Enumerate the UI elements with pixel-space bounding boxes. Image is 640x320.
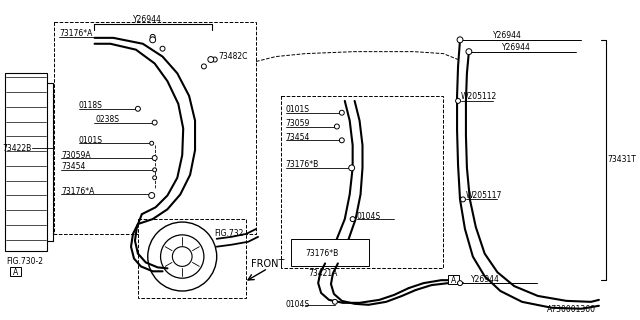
Text: Y26944: Y26944 xyxy=(493,31,522,40)
Text: Y26944: Y26944 xyxy=(471,275,500,284)
Text: 73454: 73454 xyxy=(61,162,86,172)
Bar xyxy=(281,96,444,268)
Text: W205112: W205112 xyxy=(461,92,497,101)
Text: FIG.732: FIG.732 xyxy=(215,229,244,238)
Text: FRONT: FRONT xyxy=(251,260,285,269)
Text: 73431T: 73431T xyxy=(608,156,637,164)
Circle shape xyxy=(208,57,214,62)
Text: 73176*B: 73176*B xyxy=(285,160,319,169)
Text: 0118S: 0118S xyxy=(79,101,102,110)
Circle shape xyxy=(202,64,206,69)
Circle shape xyxy=(461,197,465,202)
Circle shape xyxy=(458,281,463,285)
Circle shape xyxy=(456,99,461,103)
Circle shape xyxy=(150,35,155,39)
Circle shape xyxy=(152,156,157,161)
Text: 73422B: 73422B xyxy=(2,144,31,153)
Text: A730001360: A730001360 xyxy=(547,305,596,314)
Text: 73176*A: 73176*A xyxy=(59,29,92,38)
Circle shape xyxy=(152,120,157,125)
Text: 73176*A: 73176*A xyxy=(61,187,95,196)
Circle shape xyxy=(339,138,344,143)
Text: 73454: 73454 xyxy=(285,133,310,142)
Circle shape xyxy=(150,141,154,145)
Text: 73176*B: 73176*B xyxy=(305,249,339,258)
Circle shape xyxy=(148,193,155,198)
Circle shape xyxy=(349,165,355,171)
Bar xyxy=(291,239,369,266)
Circle shape xyxy=(339,110,344,115)
Bar xyxy=(138,219,246,298)
Text: 73059A: 73059A xyxy=(61,151,91,160)
Bar xyxy=(5,73,47,251)
Circle shape xyxy=(136,106,140,111)
Circle shape xyxy=(148,222,217,291)
Text: 0101S: 0101S xyxy=(285,105,310,114)
Circle shape xyxy=(160,46,165,51)
Circle shape xyxy=(153,176,157,180)
Circle shape xyxy=(350,217,355,221)
Circle shape xyxy=(212,57,217,62)
Circle shape xyxy=(457,37,463,43)
Circle shape xyxy=(153,168,157,172)
Text: FIG.730-2: FIG.730-2 xyxy=(6,257,43,266)
Text: W205117: W205117 xyxy=(466,191,502,200)
Circle shape xyxy=(332,300,337,304)
Text: Y26944: Y26944 xyxy=(502,43,531,52)
Text: 0104S: 0104S xyxy=(356,212,381,221)
Text: 0238S: 0238S xyxy=(95,115,120,124)
Text: 73421A: 73421A xyxy=(308,269,338,278)
Circle shape xyxy=(161,235,204,278)
Circle shape xyxy=(335,124,339,129)
Circle shape xyxy=(150,37,156,43)
Text: 0101S: 0101S xyxy=(79,136,103,145)
Circle shape xyxy=(172,247,192,266)
Text: 0104S: 0104S xyxy=(285,300,310,309)
Text: A: A xyxy=(13,268,18,277)
Text: Y26944: Y26944 xyxy=(133,15,162,24)
Text: 73482C: 73482C xyxy=(219,52,248,61)
Bar xyxy=(10,268,20,276)
Bar xyxy=(54,22,256,234)
Circle shape xyxy=(466,49,472,55)
Text: 73059: 73059 xyxy=(285,119,310,128)
Bar xyxy=(448,275,459,284)
Text: A: A xyxy=(451,276,456,285)
